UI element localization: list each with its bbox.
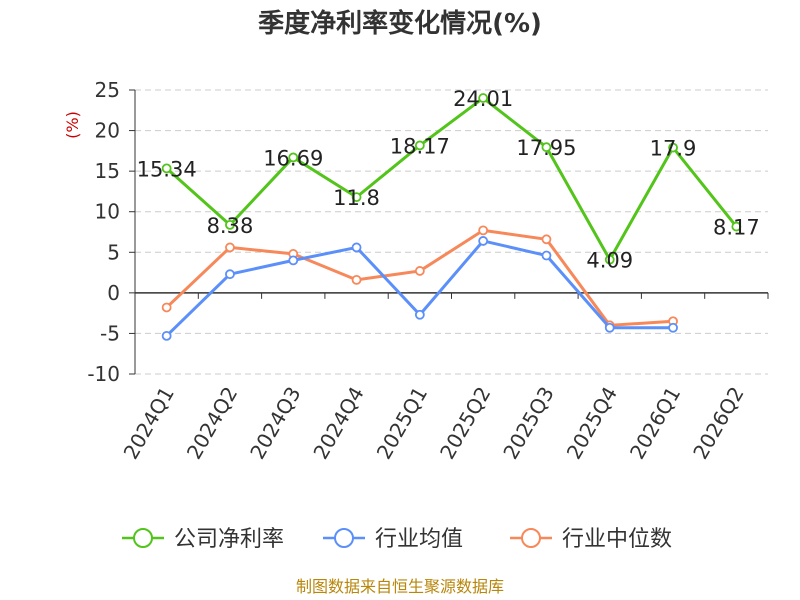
data-point xyxy=(541,234,552,245)
data-point xyxy=(478,225,489,236)
data-point xyxy=(161,330,172,341)
x-tick-label: 2025Q3 xyxy=(498,383,558,464)
data-point xyxy=(731,221,742,232)
data-point xyxy=(351,242,362,253)
data-point xyxy=(478,93,489,103)
series-line xyxy=(165,96,738,262)
source-note: 制图数据来自恒生聚源数据库 xyxy=(296,577,504,596)
x-tick-label: 2024Q1 xyxy=(119,383,179,464)
data-label: 16.69 xyxy=(263,146,323,170)
data-point xyxy=(541,142,552,153)
data-point xyxy=(668,142,678,153)
data-point xyxy=(225,269,235,280)
data-label: 8.38 xyxy=(207,214,254,238)
data-point xyxy=(225,219,235,230)
data-point xyxy=(604,322,615,333)
data-point xyxy=(541,250,552,261)
y-axis-unit-label: (%) xyxy=(63,111,82,139)
data-point xyxy=(351,274,362,285)
data-point xyxy=(414,309,425,320)
x-tick-label: 2025Q1 xyxy=(372,383,432,464)
y-tick-label: 20 xyxy=(95,119,120,143)
data-point xyxy=(604,254,615,265)
data-point xyxy=(414,266,425,276)
y-tick-label: 15 xyxy=(95,159,120,183)
x-tick-label: 2025Q2 xyxy=(435,383,495,464)
legend-marker xyxy=(133,528,153,548)
legend-marker xyxy=(334,528,354,548)
data-point xyxy=(351,192,362,203)
x-tick-label: 2026Q1 xyxy=(625,383,685,464)
data-point xyxy=(161,163,172,174)
y-tick-label: 25 xyxy=(95,78,120,102)
legend-label: 行业均值 xyxy=(375,527,463,552)
x-tick-label: 2024Q3 xyxy=(245,383,305,464)
series-layer xyxy=(161,93,742,341)
data-point xyxy=(668,322,678,333)
data-label: 17.9 xyxy=(650,137,697,161)
legend-marker xyxy=(521,528,541,548)
chart-title: 季度净利率变化情况(%) xyxy=(258,8,542,39)
data-point xyxy=(478,236,489,246)
legend-label: 行业中位数 xyxy=(562,527,672,552)
data-label: 17.95 xyxy=(516,136,576,160)
legend: 公司净利率 行业均值 行业中位数 xyxy=(122,527,672,552)
x-tick-label: 2026Q2 xyxy=(688,383,748,464)
data-label: 18.17 xyxy=(390,134,450,158)
data-label: 4.09 xyxy=(586,249,633,273)
data-point xyxy=(225,242,235,253)
legend-label: 公司净利率 xyxy=(174,527,284,552)
y-tick-label: 10 xyxy=(95,200,120,224)
y-axis-ticks: 25 20 15 10 5 0 -5 -10 xyxy=(87,78,136,386)
x-tick-label: 2025Q4 xyxy=(562,383,622,464)
y-tick-label: 0 xyxy=(107,281,120,305)
data-point xyxy=(288,152,299,163)
data-label: 15.34 xyxy=(137,157,197,181)
y-tick-label: -10 xyxy=(87,362,120,386)
x-tick-label: 2024Q4 xyxy=(308,383,368,464)
data-label: 24.01 xyxy=(453,87,513,111)
data-point xyxy=(161,302,172,313)
data-label: 8.17 xyxy=(713,216,760,240)
data-label: 11.8 xyxy=(333,186,380,210)
y-tick-label: 5 xyxy=(107,240,120,264)
y-tick-label: -5 xyxy=(100,321,120,345)
x-tick-label: 2024Q2 xyxy=(182,383,242,464)
data-point xyxy=(414,140,425,151)
data-point xyxy=(288,255,299,266)
